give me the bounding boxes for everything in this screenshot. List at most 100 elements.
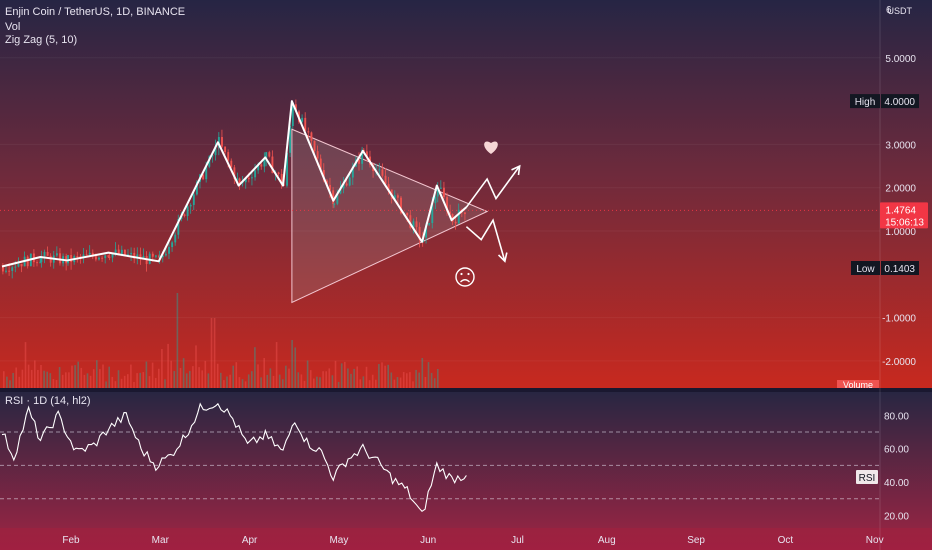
current-price-tag [880, 202, 928, 229]
price-axis-label: 1.0000 [885, 227, 916, 238]
volume-bar [424, 376, 427, 388]
candle-body [161, 255, 164, 258]
candle-body [117, 249, 120, 255]
volume-bar [437, 369, 439, 388]
rsi-axis-label: 40.00 [884, 478, 909, 489]
candle-body [301, 117, 304, 122]
candle-body [164, 253, 167, 256]
candle-body [17, 263, 20, 267]
candle-body [107, 255, 110, 257]
triangle-pattern [291, 128, 489, 304]
candle-body [154, 255, 157, 257]
candle-body [98, 257, 100, 260]
volume-bar [18, 376, 21, 388]
candle-body [263, 159, 266, 167]
volume-bar [179, 368, 182, 388]
candle-body [307, 131, 310, 133]
price-axis-label: 6 [886, 5, 892, 16]
candle-body [400, 197, 402, 214]
rsi-axis-label: 80.00 [884, 411, 909, 422]
volume-bar [378, 364, 380, 388]
volume-bar [99, 369, 101, 388]
volume-bar [65, 372, 67, 388]
volume-bar [356, 366, 358, 388]
volume-bar [269, 368, 272, 388]
volume-bar [102, 364, 104, 388]
volume-bar [421, 358, 424, 388]
volume-bar [136, 373, 138, 388]
time-axis-bg [0, 528, 932, 550]
high-value-box [881, 94, 919, 109]
volume-bar [46, 371, 48, 388]
volume-bar [89, 375, 92, 388]
volume-bar [37, 369, 39, 388]
volume-bar [427, 362, 430, 388]
candle-body [43, 251, 46, 257]
volume-bar [263, 358, 265, 388]
candle-body [104, 255, 107, 259]
volume-bar [170, 360, 172, 388]
candle-body [454, 221, 457, 224]
candle-body [202, 174, 205, 180]
volume-bar [257, 364, 259, 388]
zigzag-indicator-label[interactable]: Zig Zag (5, 10) [5, 34, 78, 46]
candle-body [192, 194, 195, 205]
volume-bar [130, 364, 132, 388]
bullish-scenario-arrow [465, 165, 521, 208]
volume-bar [96, 360, 98, 388]
volume-bar [251, 371, 253, 388]
candle-body [265, 152, 268, 160]
volume-bar [71, 365, 73, 388]
candle-body [224, 146, 227, 153]
candle-body [333, 203, 336, 205]
candle-body [294, 104, 297, 112]
candle-body [271, 156, 274, 174]
symbol-title[interactable]: Enjin Coin / TetherUS, 1D, BINANCE [5, 6, 186, 18]
volume-bar [266, 374, 269, 388]
volume-bar [117, 370, 120, 388]
volume-bar [120, 378, 123, 388]
candle-body [316, 151, 319, 159]
volume-bar [83, 374, 86, 388]
volume-bar [353, 368, 355, 388]
volume-bar [396, 377, 399, 388]
volume-bar [306, 360, 309, 388]
volume-bar [148, 376, 151, 388]
candle-body [443, 187, 445, 198]
candle-body [268, 152, 271, 157]
candle-body [67, 254, 69, 264]
candle-body [91, 252, 94, 257]
candle-body [415, 221, 418, 227]
volume-bar [6, 376, 8, 388]
volume-bar [260, 377, 262, 388]
volume-bar [254, 347, 256, 388]
volume-bar [114, 381, 117, 388]
candle-body [406, 212, 409, 216]
volume-bar [189, 370, 191, 388]
candle-body [378, 169, 381, 171]
volume-bar [241, 379, 244, 388]
price-axis-label: 3.0000 [885, 140, 916, 151]
volume-indicator-label[interactable]: Vol [5, 21, 21, 33]
rsi-legend[interactable]: RSI · 1D (14, hl2) [5, 395, 91, 407]
volume-bar [158, 368, 160, 388]
candle-body [230, 160, 233, 168]
volume-bar [216, 363, 219, 388]
candle-body [14, 266, 17, 268]
volume-bar [27, 364, 30, 388]
candle-body [11, 267, 14, 271]
candle-body [286, 152, 289, 186]
candle-body [55, 253, 58, 256]
volume-bar [344, 361, 346, 388]
sad-face-mouth [460, 279, 470, 283]
candle-body [381, 169, 384, 176]
sad-face-eye [467, 272, 470, 276]
bar-countdown: 15:06:13 [885, 217, 924, 228]
volume-bar [272, 375, 275, 388]
candle-body [40, 256, 43, 263]
rsi-tag-box [856, 470, 878, 484]
candle-body [257, 164, 260, 171]
time-axis-label: Feb [62, 535, 80, 546]
